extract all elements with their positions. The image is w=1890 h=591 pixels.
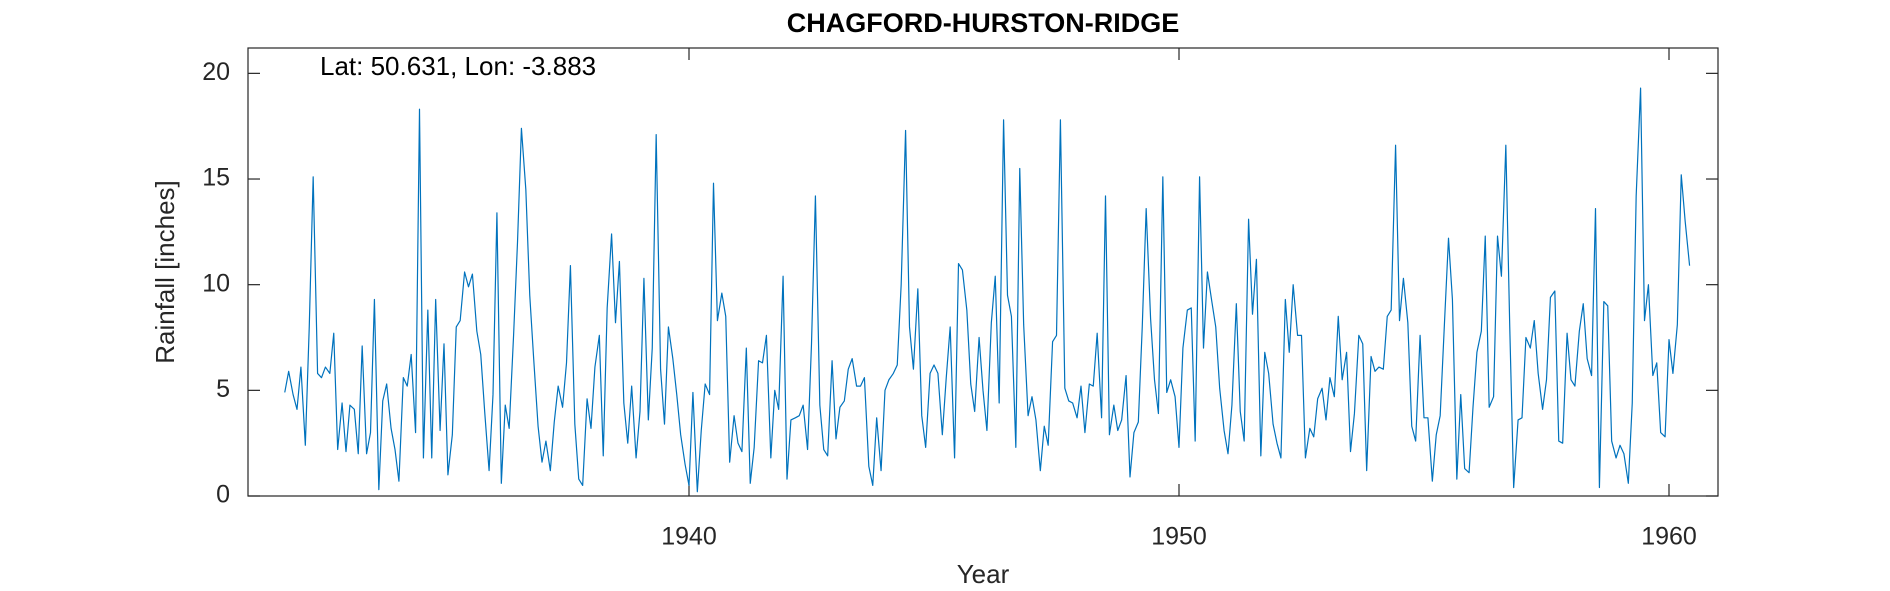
x-tick-label: 1940 bbox=[661, 523, 717, 551]
y-tick-label: 20 bbox=[202, 58, 230, 86]
y-tick-label: 5 bbox=[216, 375, 230, 403]
chart-title: CHAGFORD-HURSTON-RIDGE bbox=[787, 8, 1180, 38]
x-axis-label: Year bbox=[957, 559, 1010, 589]
x-tick-label: 1960 bbox=[1641, 523, 1697, 551]
rainfall-line bbox=[284, 87, 1691, 493]
plot-box bbox=[247, 47, 1719, 497]
y-tick-label: 15 bbox=[202, 164, 230, 192]
y-tick-label: 10 bbox=[202, 269, 230, 297]
annotation: Lat: 50.631, Lon: -3.883 bbox=[320, 51, 596, 81]
y-tick-label: 0 bbox=[216, 481, 230, 509]
y-axis-label: Rainfall [inches] bbox=[150, 180, 180, 364]
x-tick-label: 1950 bbox=[1151, 523, 1207, 551]
